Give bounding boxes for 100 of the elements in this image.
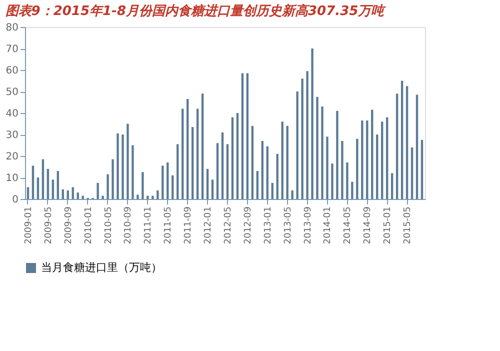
bar xyxy=(390,173,394,199)
bar xyxy=(46,168,50,199)
bar xyxy=(351,182,354,199)
bar xyxy=(326,136,328,199)
x-tick-label: 2012-01 xyxy=(204,206,214,244)
bar xyxy=(381,122,384,199)
bar xyxy=(361,120,364,199)
y-tick-label: 60 xyxy=(6,66,18,76)
bar xyxy=(176,144,179,199)
bar xyxy=(156,190,159,199)
bar xyxy=(122,134,124,199)
bar xyxy=(36,178,40,199)
bar xyxy=(291,190,294,199)
bar xyxy=(346,162,348,199)
x-tick-label: 2010-09 xyxy=(124,206,134,244)
bar xyxy=(301,78,304,199)
y-tick-label: 80 xyxy=(6,22,18,34)
bar xyxy=(356,138,358,199)
y-tick-label: 0 xyxy=(12,194,18,206)
bar xyxy=(396,94,398,199)
bar xyxy=(231,117,234,199)
bar xyxy=(296,92,298,199)
bar xyxy=(136,194,139,199)
bar xyxy=(106,174,109,199)
bar xyxy=(56,171,60,199)
y-tick-label: 20 xyxy=(6,152,18,162)
bar xyxy=(311,48,314,199)
bar xyxy=(216,143,219,199)
y-tick-label: 30 xyxy=(6,130,18,141)
x-tick-label: 2011-09 xyxy=(184,206,194,244)
bar xyxy=(286,126,288,199)
bar xyxy=(221,132,224,199)
x-tick-label: 2013-01 xyxy=(263,206,274,244)
y-tick-label: 50 xyxy=(6,87,18,98)
bar xyxy=(251,126,254,199)
x-tick-label: 2014-01 xyxy=(323,206,334,244)
bar xyxy=(152,196,154,199)
x-tick-label: 2015-01 xyxy=(383,206,394,244)
x-tick-label: 2011-05 xyxy=(164,206,174,244)
bar xyxy=(400,80,404,199)
bar xyxy=(76,192,79,199)
bar xyxy=(276,154,278,199)
bar xyxy=(271,182,274,199)
bar xyxy=(261,140,264,199)
bar xyxy=(241,73,244,199)
bar xyxy=(366,120,368,199)
x-tick-label: 2009-05 xyxy=(44,206,54,244)
bar xyxy=(281,122,284,199)
bar xyxy=(420,140,424,199)
x-tick-label: 2012-05 xyxy=(223,206,234,244)
bar xyxy=(211,180,214,199)
bar xyxy=(32,166,34,199)
bar xyxy=(321,106,324,199)
bar xyxy=(96,182,99,199)
y-tick-label: 10 xyxy=(6,173,18,184)
bar xyxy=(236,113,239,199)
bar xyxy=(42,159,44,199)
x-tick-label: 2015-05 xyxy=(403,206,414,244)
bar xyxy=(336,110,338,199)
bar xyxy=(166,162,169,199)
bar xyxy=(316,96,318,199)
bar xyxy=(341,140,344,199)
bar xyxy=(196,108,199,199)
x-tick-label: 2009-09 xyxy=(64,206,74,244)
bar xyxy=(256,171,259,199)
bar xyxy=(162,166,164,199)
legend-label: 当月食糖进口里（万吨） xyxy=(41,261,162,274)
bar xyxy=(72,187,74,199)
x-tick-label: 2013-09 xyxy=(303,206,314,244)
x-tick-label: 2012-09 xyxy=(243,206,254,244)
bar xyxy=(182,108,184,199)
bar xyxy=(146,196,149,199)
x-tick-label: 2010-05 xyxy=(104,206,114,244)
bar xyxy=(191,126,194,199)
bar xyxy=(226,144,229,199)
chart-title: 图表9：2015年1-8月份国内食糖进口量创历史新高307.35万吨 xyxy=(5,3,386,19)
bar xyxy=(371,110,374,199)
bar xyxy=(142,172,144,199)
bar xyxy=(116,133,119,199)
x-tick-label: 2014-05 xyxy=(343,206,354,244)
bar xyxy=(376,134,378,199)
bar xyxy=(306,71,308,199)
bar xyxy=(206,168,209,199)
bar xyxy=(201,94,204,199)
bar xyxy=(26,187,30,199)
bar xyxy=(172,175,174,199)
x-tick-label: 2014-09 xyxy=(363,206,374,244)
bar xyxy=(410,147,414,199)
y-tick-label: 40 xyxy=(6,108,18,120)
bar xyxy=(246,73,249,199)
x-tick-label: 2010-01 xyxy=(84,206,94,244)
bar xyxy=(416,94,418,199)
y-tick-label: 70 xyxy=(6,44,18,55)
bar xyxy=(132,145,134,199)
x-tick-label: 2009-01 xyxy=(24,206,34,244)
bar xyxy=(112,159,114,199)
bar xyxy=(102,196,104,199)
bar xyxy=(52,180,54,199)
bar xyxy=(331,164,334,199)
x-tick-label: 2013-05 xyxy=(283,206,294,244)
